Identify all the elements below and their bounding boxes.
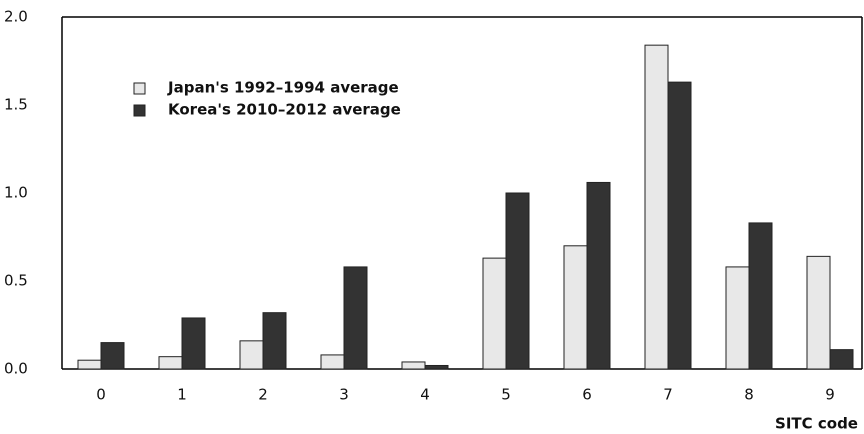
x-tick-label: 2 — [258, 386, 268, 404]
bar — [748, 222, 773, 370]
y-tick-label: 2.0 — [4, 8, 28, 26]
bar — [158, 356, 183, 370]
bar — [181, 317, 206, 370]
bar — [239, 340, 264, 370]
y-tick-label: 1.5 — [4, 96, 28, 114]
y-tick-label: 1.0 — [4, 184, 28, 202]
bar — [100, 342, 125, 370]
legend-swatch — [133, 82, 146, 95]
bar — [667, 81, 692, 370]
x-tick-label: 6 — [582, 386, 592, 404]
bar — [320, 354, 345, 370]
bar — [77, 359, 102, 370]
x-tick-label: 9 — [825, 386, 835, 404]
x-tick-label: 5 — [501, 386, 511, 404]
bar — [505, 192, 530, 370]
x-tick-label: 0 — [96, 386, 106, 404]
bar — [829, 349, 854, 370]
bar — [563, 245, 588, 370]
y-tick-label: 0.0 — [4, 360, 28, 378]
legend-label: Korea's 2010–2012 average — [168, 101, 401, 119]
bar — [806, 255, 831, 370]
x-tick-label: 1 — [177, 386, 187, 404]
x-tick-label: 8 — [744, 386, 754, 404]
x-axis-label: SITC code — [775, 415, 858, 433]
bar — [482, 257, 507, 370]
legend-label: Japan's 1992–1994 average — [167, 79, 399, 97]
x-tick-label: 4 — [420, 386, 430, 404]
legend-swatch — [133, 104, 146, 117]
bar — [586, 181, 611, 370]
bar — [424, 364, 449, 370]
x-tick-label: 7 — [663, 386, 673, 404]
bar — [401, 361, 426, 370]
bar — [644, 44, 669, 370]
bar — [262, 312, 287, 370]
bar — [725, 266, 750, 370]
x-tick-label: 3 — [339, 386, 349, 404]
y-tick-label: 0.5 — [4, 272, 28, 290]
bar — [343, 266, 368, 370]
